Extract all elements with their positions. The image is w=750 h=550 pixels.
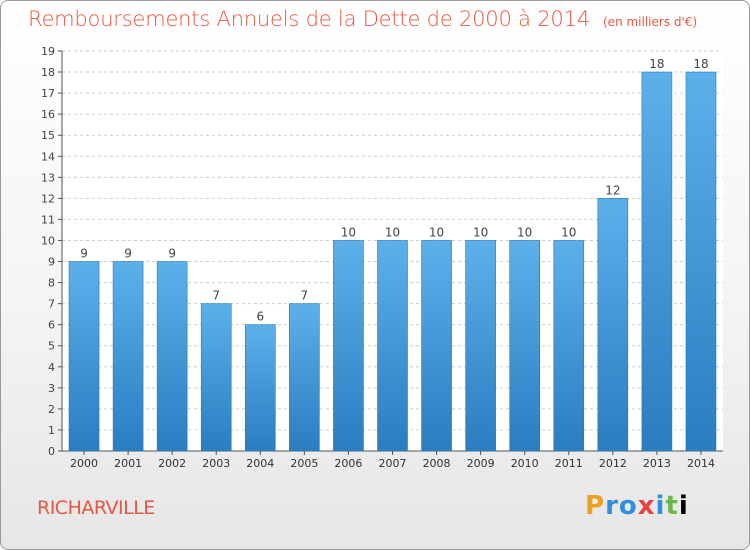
bar — [156, 261, 188, 452]
y-tick-label: 0 — [48, 445, 55, 458]
x-tick-label: 2013 — [643, 457, 671, 470]
x-tick-label: 2008 — [423, 457, 451, 470]
bar — [597, 198, 629, 452]
bar — [289, 303, 320, 452]
logo-letter: o — [618, 491, 638, 521]
data-label: 18 — [693, 57, 708, 71]
y-tick-label: 7 — [48, 298, 55, 311]
x-tick-label: 2009 — [467, 457, 495, 470]
y-tick-label: 18 — [41, 66, 55, 79]
data-label: 10 — [429, 225, 444, 239]
x-tick-label: 2005 — [290, 457, 318, 470]
data-label: 10 — [341, 225, 356, 239]
y-tick-label: 2 — [48, 403, 55, 416]
bar — [333, 240, 364, 452]
logo-letter: r — [605, 491, 619, 521]
y-tick-label: 15 — [41, 129, 55, 142]
data-label: 10 — [385, 225, 400, 239]
bar — [200, 303, 232, 452]
y-tick-label: 13 — [41, 171, 55, 184]
y-tick-label: 17 — [41, 87, 55, 100]
data-label: 10 — [561, 225, 576, 239]
bar — [377, 240, 408, 452]
y-tick-label: 16 — [41, 108, 55, 121]
y-tick-label: 12 — [41, 192, 55, 205]
x-tick-label: 2001 — [114, 457, 142, 470]
x-tick-label: 2010 — [511, 457, 539, 470]
data-label: 18 — [649, 57, 664, 71]
bar — [553, 240, 585, 452]
x-tick-label: 2007 — [379, 457, 407, 470]
y-tick-label: 1 — [48, 424, 55, 437]
chart-title: Remboursements Annuels de la Dette de 20… — [28, 7, 590, 31]
logo-letter: x — [637, 491, 656, 521]
y-tick-label: 6 — [48, 319, 55, 332]
place-name: RICHARVILLE — [37, 497, 155, 519]
title-row: Remboursements Annuels de la Dette de 20… — [28, 7, 697, 31]
data-label: 7 — [212, 289, 220, 303]
chart-unit: (en milliers d'€) — [603, 15, 698, 29]
data-label: 9 — [168, 247, 176, 261]
bar — [68, 261, 100, 452]
x-tick-label: 2011 — [555, 457, 583, 470]
bar — [465, 240, 496, 452]
x-tick-label: 2006 — [334, 457, 362, 470]
y-tick-label: 19 — [41, 45, 55, 58]
y-tick-label: 14 — [41, 150, 55, 163]
bar — [685, 71, 717, 452]
y-tick-label: 3 — [48, 382, 55, 395]
x-tick-label: 2004 — [246, 457, 274, 470]
bar — [509, 240, 541, 452]
bar — [641, 71, 673, 452]
logo-letter: t — [665, 491, 679, 521]
data-label: 7 — [301, 289, 309, 303]
data-label: 10 — [517, 225, 532, 239]
x-tick-label: 2000 — [70, 457, 98, 470]
data-label: 9 — [124, 247, 132, 261]
bar — [421, 240, 452, 452]
data-label: 6 — [256, 310, 264, 324]
y-tick-label: 10 — [41, 234, 55, 247]
data-label: 10 — [473, 225, 488, 239]
proxiti-logo: Proxiti — [585, 491, 689, 521]
x-tick-label: 2012 — [599, 457, 627, 470]
y-tick-label: 11 — [41, 213, 55, 226]
data-label: 9 — [80, 247, 88, 261]
y-tick-label: 5 — [48, 340, 55, 353]
x-tick-label: 2002 — [158, 457, 186, 470]
data-label: 12 — [605, 183, 620, 197]
bar — [245, 324, 276, 452]
logo-letter: i — [655, 491, 666, 521]
x-tick-label: 2014 — [687, 457, 715, 470]
y-tick-label: 8 — [48, 277, 55, 290]
x-tick-label: 2003 — [202, 457, 230, 470]
logo-letter: i — [678, 491, 689, 521]
y-tick-label: 9 — [48, 256, 55, 269]
bar — [112, 261, 144, 452]
y-tick-label: 4 — [48, 361, 55, 374]
logo-letter: P — [585, 491, 606, 521]
